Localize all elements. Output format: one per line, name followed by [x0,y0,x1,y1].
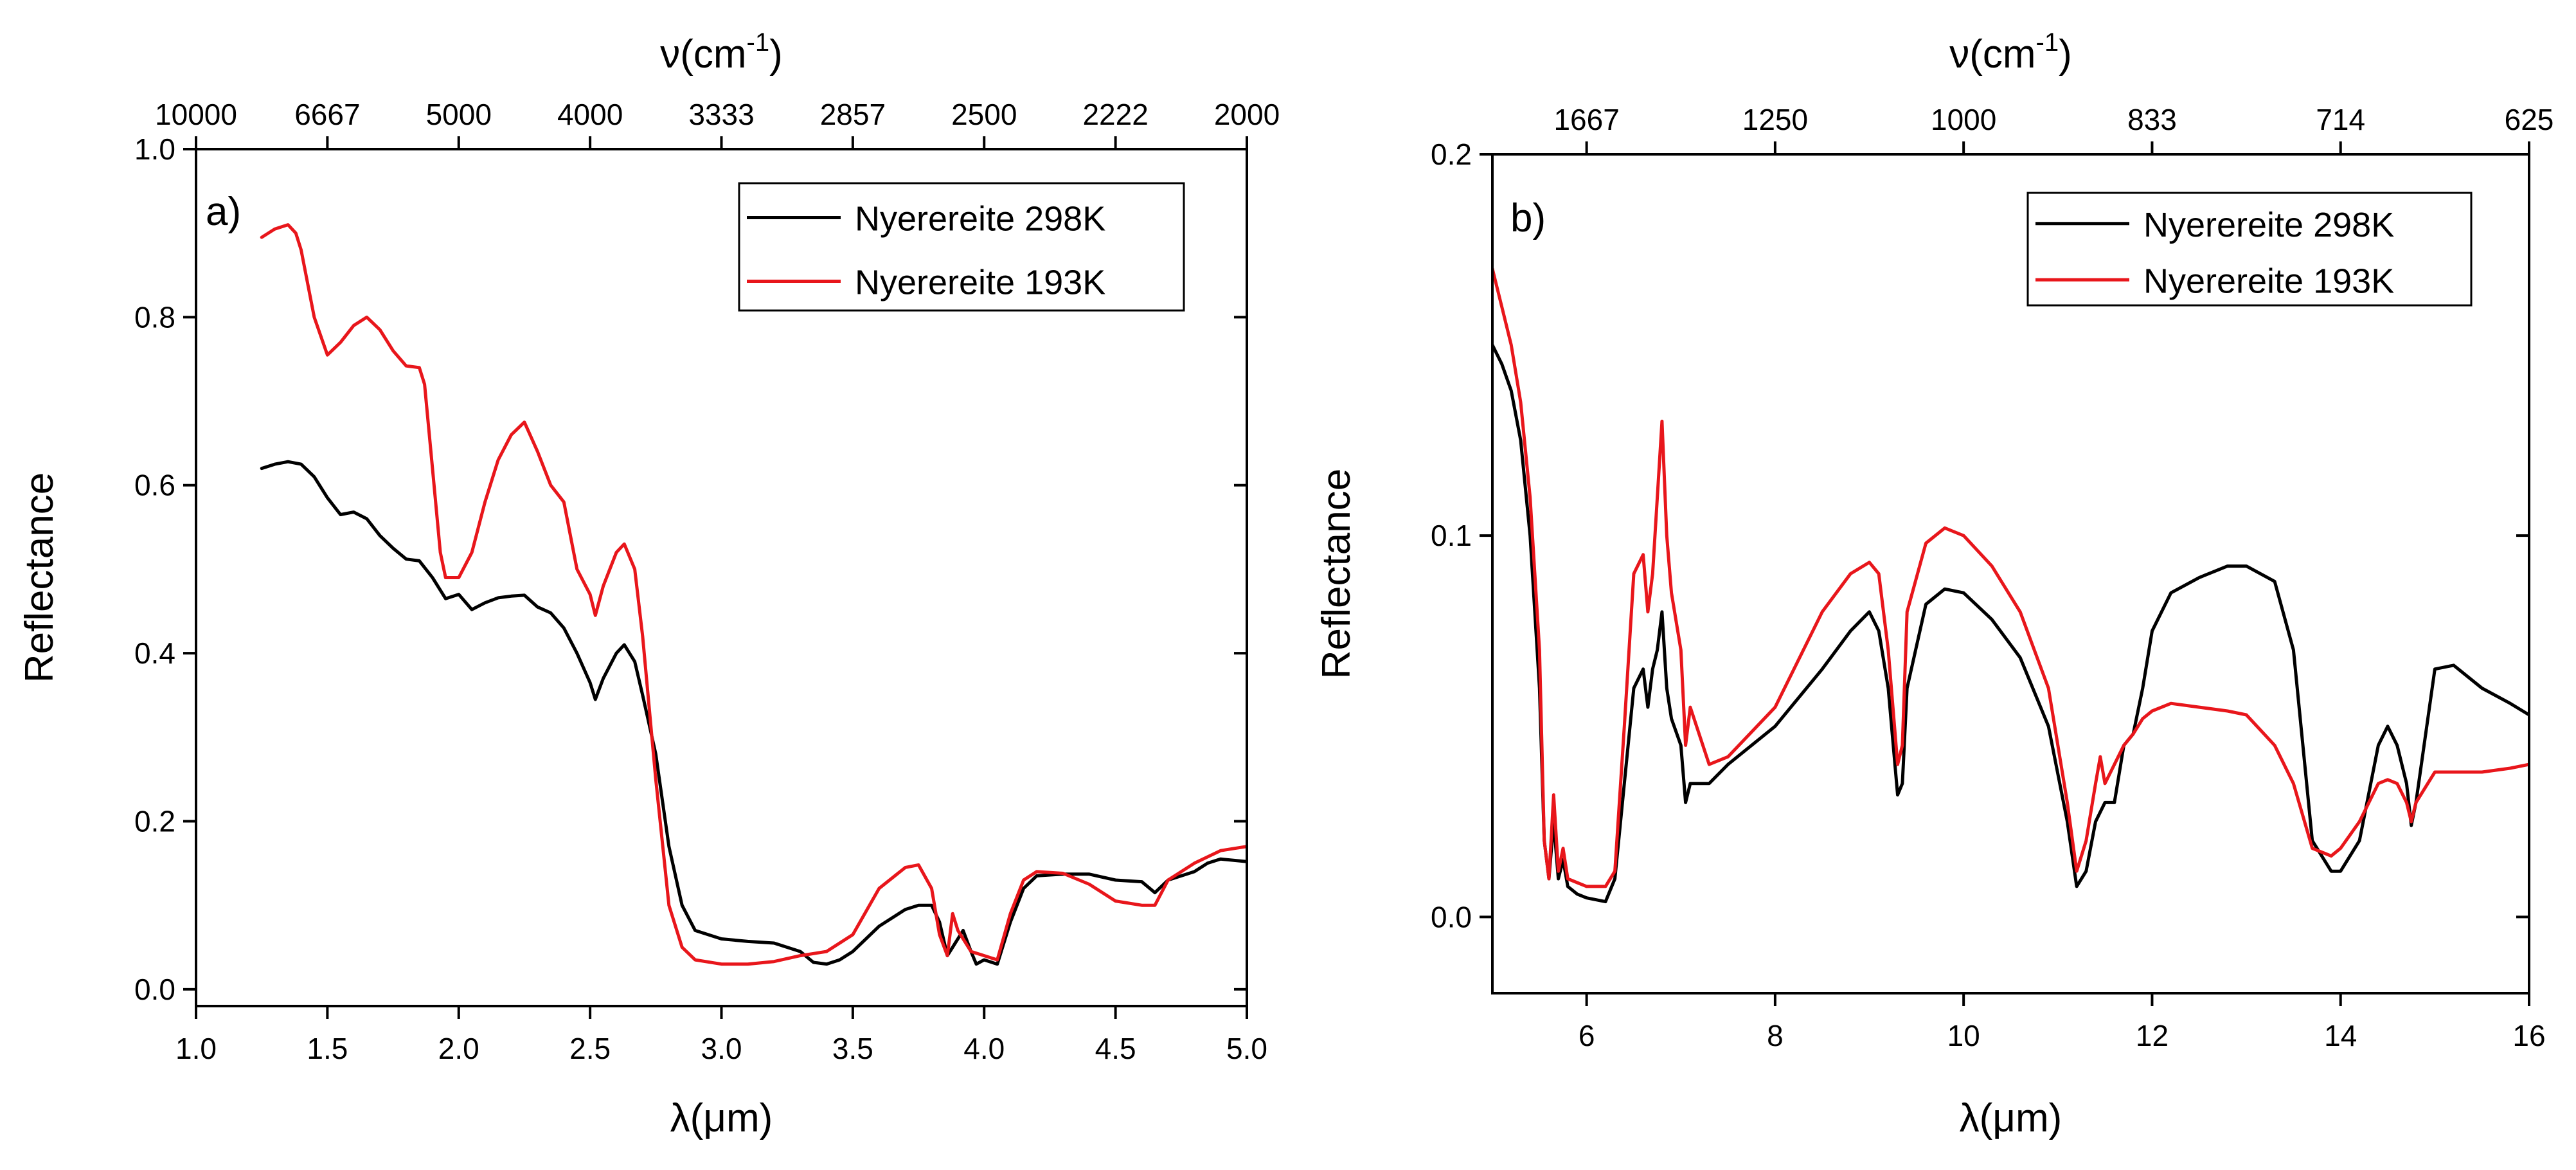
top-tick-label-a: 2500 [951,98,1017,131]
top-tick-label-a: 2000 [1214,98,1280,131]
panel-label-b: b) [1510,196,1546,240]
series-line-b-298k [1492,343,2529,904]
y-tick-label-a: 0.2 [134,804,175,838]
panel-label-a: a) [206,190,241,234]
y-tick-label-b: 0.0 [1431,900,1472,933]
top-axis-title-b: ν(cm-1) [1949,28,2072,76]
y-tick-label-a: 0.4 [134,636,175,670]
legend-b: Nyerereite 298K Nyerereite 193K [2026,192,2473,307]
x-tick-label-a: 1.0 [175,1032,217,1065]
x-tick-label-a: 3.5 [832,1032,873,1065]
top-tick-label-b: 1667 [1553,103,1619,136]
x-tick-label-b: 12 [2136,1019,2169,1052]
series-line-a-298k [260,460,1247,966]
x-axis-title-a: λ(μm) [670,1096,773,1140]
x-tick-label-a: 4.0 [963,1032,1005,1065]
x-tick-label-a: 1.5 [307,1032,348,1065]
y-tick-label-a: 0.0 [134,973,175,1006]
plot-frame-b [1491,153,2530,995]
chart-panel-a: 1.0 1.5 2.0 2.5 3.0 3.5 4.0 4.5 5.0 10000 6667 5000… [17,28,1280,1140]
top-tick-label-b: 833 [2127,103,2177,136]
y-tick-label-a: 1.0 [134,132,175,166]
top-tick-label-a: 3333 [688,98,754,131]
y-tick-label-b: 0.1 [1431,519,1472,552]
top-tick-label-a: 10000 [155,98,237,131]
x-axis-title-b: λ(μm) [1960,1096,2062,1140]
y-tick-label-a: 0.6 [134,469,175,502]
x-tick-label-b: 10 [1947,1019,1980,1052]
chart-panel-b: 6 8 10 12 14 16 1667 1250 1000 833 714 625 0.0 0.1 0.2… [1314,28,2554,1140]
x-tick-label-a: 3.0 [701,1032,742,1065]
series-line-b-193k [1492,267,2529,888]
top-tick-label-a: 2857 [820,98,886,131]
legend-box-a [738,182,1185,312]
y-axis-title-b: Reflectance [1314,469,1359,679]
top-tick-label-a: 5000 [426,98,492,131]
top-tick-label-b: 714 [2316,103,2365,136]
top-tick-label-a: 6667 [294,98,360,131]
top-tick-label-b: 1250 [1742,103,1808,136]
x-tick-label-b: 14 [2324,1019,2357,1052]
x-tick-label-a: 2.0 [438,1032,479,1065]
series-line-a-193k [260,223,1247,966]
y-tick-label-b: 0.2 [1431,138,1472,171]
top-tick-label-b: 1000 [1931,103,1996,136]
x-tick-label-a: 4.5 [1095,1032,1136,1065]
top-tick-label-b: 625 [2505,103,2554,136]
x-tick-label-a: 2.5 [569,1032,611,1065]
legend-a: Nyerereite 298K Nyerereite 193K [738,182,1185,312]
top-tick-label-a: 2222 [1082,98,1148,131]
legend-label-a: Nyerereite 298K [855,200,1105,239]
top-tick-label-a: 4000 [557,98,623,131]
legend-label-b: Nyerereite 193K [2143,262,2394,300]
y-tick-label-a: 0.8 [134,300,175,334]
x-tick-label-b: 16 [2512,1019,2545,1052]
y-axis-title-a: Reflectance [17,473,62,683]
x-tick-label-a: 5.0 [1226,1032,1267,1065]
legend-label-a: Nyerereite 193K [855,264,1105,302]
top-axis-title-a: ν(cm-1) [660,28,783,76]
legend-box-b [2026,192,2473,307]
x-tick-label-b: 6 [1579,1019,1595,1052]
x-tick-label-b: 8 [1767,1019,1784,1052]
legend-label-b: Nyerereite 298K [2143,206,2394,244]
